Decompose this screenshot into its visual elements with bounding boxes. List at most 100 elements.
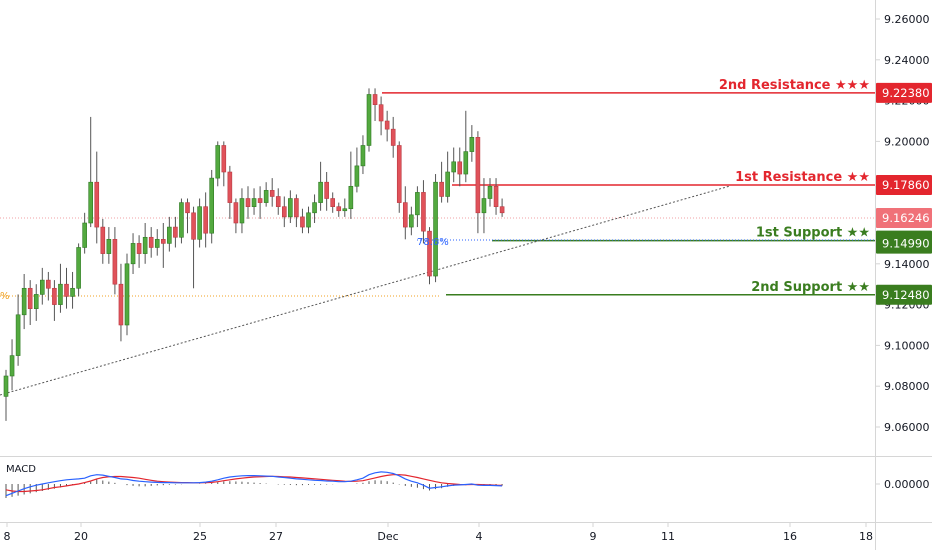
candle-body (21, 287, 27, 316)
candle-body (275, 196, 281, 207)
candle-body (354, 165, 360, 187)
support-resistance-levels: 2nd Resistance ★★★ 1st Resistance ★★ 1st S… (382, 78, 875, 296)
candle-body (439, 181, 444, 197)
candle-body (227, 171, 233, 203)
candle-body (269, 190, 275, 197)
level-label: 2nd Support ★★ (751, 280, 870, 295)
time-tick-label: 4 (476, 530, 483, 543)
candle-body (52, 287, 57, 305)
price-tag-box (876, 82, 932, 103)
level-label: 2nd Resistance ★★★ (719, 78, 870, 93)
price-tag-label: 9.14990 (882, 237, 930, 251)
time-tick-label: 27 (269, 530, 283, 543)
time-tick-label: 8 (4, 530, 11, 543)
price-tick-label: 9.14000 (884, 258, 930, 271)
candle-body (130, 243, 136, 265)
candle-body (384, 120, 390, 130)
price-tick-label: 9.24000 (884, 54, 930, 67)
candle-body (245, 198, 251, 207)
macd-signal-line (5, 474, 503, 493)
candle-body (233, 202, 239, 224)
level-label: 1st Support ★★ (756, 226, 870, 241)
price-tick-label: 9.10000 (884, 339, 930, 352)
candle-body (281, 206, 287, 218)
candle-body (15, 314, 21, 356)
candle-body (94, 181, 100, 228)
candle-body (142, 236, 148, 254)
candle-body (100, 226, 106, 254)
candle-body (70, 287, 75, 297)
candle-body (154, 239, 160, 248)
candle-body (300, 216, 305, 228)
price-tag-box (876, 207, 932, 228)
candle-body (209, 177, 214, 234)
candle-body (9, 355, 15, 377)
candle-body (306, 212, 311, 228)
candle-body (487, 185, 493, 199)
candle-body (499, 206, 505, 214)
price-tag-label: 9.17860 (882, 178, 930, 192)
candle-body (445, 171, 450, 197)
candle-body (433, 181, 438, 277)
candle-body (33, 294, 39, 309)
time-tick-label: 25 (193, 530, 207, 543)
candle-body (366, 94, 372, 146)
candle-body (257, 198, 263, 203)
candle-body (336, 206, 342, 212)
candle-body (390, 128, 396, 146)
candle-body (318, 181, 323, 203)
candle-body (415, 192, 420, 216)
price-tag-label: 9.12480 (882, 288, 930, 302)
price-tick-label: 9.26000 (884, 13, 930, 26)
price-tag-label: 9.16246 (882, 211, 930, 225)
candle-body (372, 94, 378, 105)
time-tick-label: 9 (590, 530, 597, 543)
candle-body (197, 206, 202, 240)
candle-body (239, 198, 245, 224)
candle-body (324, 181, 329, 199)
candle-body (288, 198, 293, 218)
candle-body (215, 145, 221, 179)
candle-body (191, 212, 196, 240)
candle-body (221, 145, 227, 173)
candle-body (396, 145, 402, 203)
candle-body (493, 185, 499, 207)
price-tick-label: 9.08000 (884, 380, 930, 393)
candle-body (185, 202, 190, 214)
candle-body (112, 239, 118, 285)
candle-body (469, 137, 475, 152)
macd-value-label: 0.00000 (884, 478, 930, 491)
price-tag-box (876, 233, 932, 254)
candle-body (481, 198, 487, 214)
price-tag-box (876, 175, 932, 196)
candle-body (348, 185, 354, 210)
candle-body (421, 192, 426, 232)
price-tick-label: 9.20000 (884, 135, 930, 148)
candle-body (402, 202, 408, 228)
candle-body (46, 279, 51, 289)
candlestick-series (3, 88, 505, 421)
candle-body (360, 145, 366, 167)
candle-body (251, 198, 257, 207)
fib-level-label: 78.6% (417, 237, 449, 248)
macd-line (5, 471, 503, 497)
candle-body (118, 283, 124, 326)
candle-body (294, 198, 299, 218)
candle-body (3, 375, 9, 397)
candle-body (378, 104, 384, 122)
price-tick-label: 9.06000 (884, 421, 930, 434)
time-tick-label: 20 (74, 530, 88, 543)
candle-body (463, 151, 469, 175)
candle-body (106, 239, 112, 254)
candle-body (27, 287, 33, 309)
candle-body (475, 137, 481, 214)
macd-pane: 0.00000 (5, 471, 930, 498)
candle-body (457, 161, 463, 175)
time-tick-label: Dec (377, 530, 398, 543)
price-tag-label: 9.22380 (882, 86, 930, 100)
candle-body (263, 190, 269, 203)
candle-body (88, 181, 93, 224)
